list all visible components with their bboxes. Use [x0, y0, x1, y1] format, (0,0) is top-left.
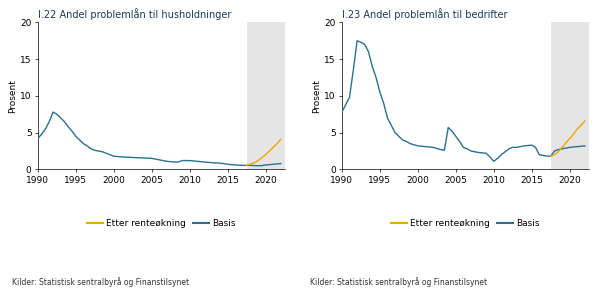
Y-axis label: Prosent: Prosent — [8, 79, 17, 113]
Text: Kilder: Statistisk sentralbyrå og Finanstilsynet: Kilder: Statistisk sentralbyrå og Finans… — [310, 277, 488, 287]
Bar — [247, 22, 285, 169]
Y-axis label: Prosent: Prosent — [312, 79, 321, 113]
Text: I.22 Andel problemlån til husholdninger: I.22 Andel problemlån til husholdninger — [38, 8, 231, 20]
Legend: Etter renteøkning, Basis: Etter renteøkning, Basis — [387, 215, 544, 231]
Text: I.23 Andel problemlån til bedrifter: I.23 Andel problemlån til bedrifter — [342, 8, 507, 20]
Text: Kilder: Statistisk sentralbyrå og Finanstilsynet: Kilder: Statistisk sentralbyrå og Finans… — [12, 277, 189, 287]
Bar — [550, 22, 589, 169]
Legend: Etter renteøkning, Basis: Etter renteøkning, Basis — [83, 215, 239, 231]
